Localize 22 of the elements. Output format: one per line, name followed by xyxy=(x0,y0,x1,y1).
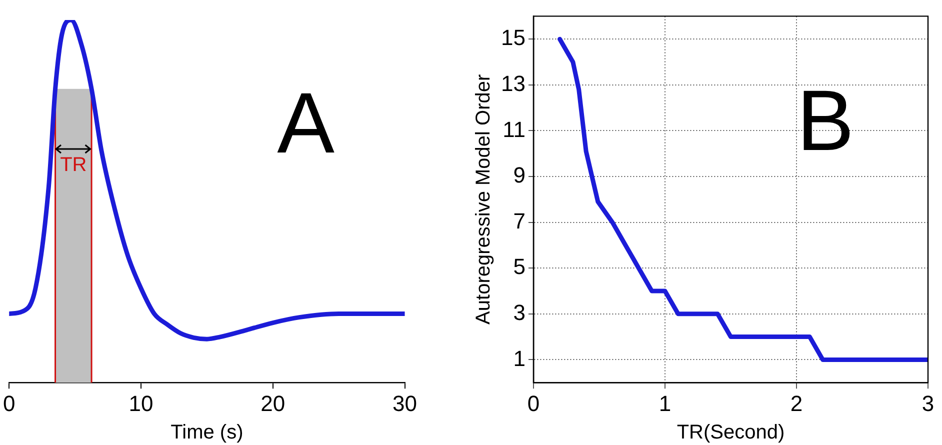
x-axis-title: TR(Second) xyxy=(676,422,785,444)
y-tick-label: 5 xyxy=(513,254,526,280)
x-tick-label: 0 xyxy=(527,390,540,416)
annotation: B xyxy=(796,72,854,169)
x-tick-label: 3 xyxy=(922,390,934,416)
y-tick-label: 9 xyxy=(513,162,526,188)
y-tick-label: 3 xyxy=(513,300,526,325)
y-tick-label: 15 xyxy=(500,25,526,50)
y-tick-label: 1 xyxy=(513,346,526,371)
y-tick-label: 13 xyxy=(500,70,526,96)
annotation: TR xyxy=(60,154,87,176)
y-tick-label: 11 xyxy=(502,116,526,142)
y-tick-label: 7 xyxy=(513,208,526,234)
x-tick-label: 20 xyxy=(260,390,286,416)
x-tick-label: 30 xyxy=(392,390,418,416)
y-axis-title: Autoregressive Model Order xyxy=(472,74,495,324)
annotation: A xyxy=(277,76,336,172)
x-tick-label: 2 xyxy=(790,390,803,416)
x-tick-label: 10 xyxy=(128,390,154,416)
x-tick-label: 1 xyxy=(658,390,672,416)
x-tick-label: 0 xyxy=(2,390,16,416)
x-axis-title: Time (s) xyxy=(170,422,244,444)
